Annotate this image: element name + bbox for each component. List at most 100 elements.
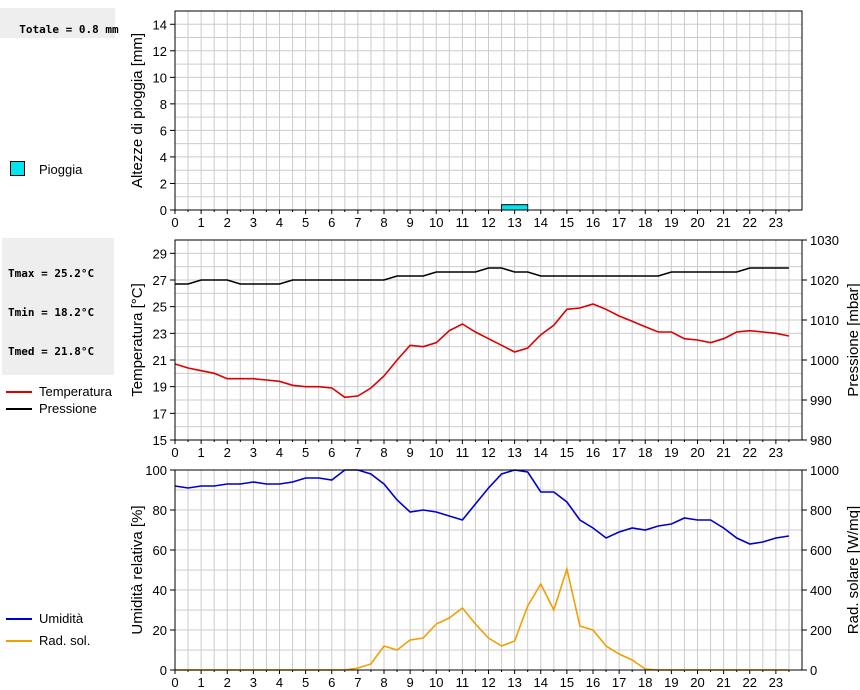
x-tick-label: 15 — [560, 445, 574, 460]
y2-tick-label: 1000 — [810, 353, 839, 368]
y2-tick-label: 990 — [810, 393, 832, 408]
y2-tick-label: 980 — [810, 433, 832, 448]
y-tick-label: 0 — [160, 663, 167, 678]
legend-press-line — [6, 408, 32, 410]
x-tick-label: 2 — [224, 215, 231, 230]
y-tick-label: 0 — [160, 203, 167, 218]
x-tick-label: 12 — [481, 215, 495, 230]
y-tick-label: 21 — [153, 353, 167, 368]
x-tick-label: 4 — [276, 215, 283, 230]
x-tick-label: 19 — [664, 445, 678, 460]
x-tick-label: 14 — [534, 445, 548, 460]
x-tick-label: 3 — [250, 445, 257, 460]
x-tick-label: 18 — [638, 445, 652, 460]
y-axis-title: Umidità relativa [%] — [129, 505, 146, 634]
x-tick-label: 16 — [586, 445, 600, 460]
x-tick-label: 7 — [354, 675, 361, 690]
x-tick-label: 15 — [560, 675, 574, 690]
y2-tick-label: 400 — [810, 583, 832, 598]
x-tick-label: 5 — [302, 445, 309, 460]
temperature-stats-box: Tmax = 25.2°C Tmin = 18.2°C Tmed = 21.8°… — [2, 238, 114, 375]
x-tick-label: 10 — [429, 445, 443, 460]
x-tick-label: 19 — [664, 675, 678, 690]
y-tick-label: 17 — [153, 406, 167, 421]
plot-frame — [174, 469, 803, 671]
x-tick-label: 20 — [690, 675, 704, 690]
x-tick-label: 17 — [612, 215, 626, 230]
y2-axis-title: Pressione [mbar] — [845, 283, 860, 396]
y-tick-label: 15 — [153, 433, 167, 448]
x-tick-label: 20 — [690, 445, 704, 460]
rain-swatch — [10, 161, 25, 176]
y-tick-label: 2 — [160, 176, 167, 191]
y-tick-label: 6 — [160, 123, 167, 138]
legend-hum-label: Umidità — [39, 611, 84, 626]
x-tick-label: 22 — [743, 675, 757, 690]
x-tick-label: 1 — [198, 215, 205, 230]
legend-rad-line — [6, 640, 32, 642]
x-tick-label: 8 — [380, 675, 387, 690]
y-tick-label: 12 — [153, 44, 167, 59]
x-tick-label: 16 — [586, 215, 600, 230]
x-tick-label: 0 — [171, 445, 178, 460]
x-tick-label: 23 — [769, 675, 783, 690]
y2-axis-title: Rad. solare [W/mq] — [845, 506, 860, 634]
x-tick-label: 12 — [481, 445, 495, 460]
x-tick-label: 22 — [743, 445, 757, 460]
x-tick-label: 14 — [534, 215, 548, 230]
x-tick-label: 9 — [407, 445, 414, 460]
y-tick-label: 29 — [153, 246, 167, 261]
y-tick-label: 23 — [153, 326, 167, 341]
x-tick-label: 6 — [328, 215, 335, 230]
x-tick-label: 21 — [716, 445, 730, 460]
x-tick-label: 2 — [224, 445, 231, 460]
x-tick-label: 19 — [664, 215, 678, 230]
y-axis-title: Altezze di pioggia [mm] — [129, 33, 146, 188]
x-tick-label: 15 — [560, 215, 574, 230]
x-tick-label: 20 — [690, 215, 704, 230]
x-tick-label: 9 — [407, 675, 414, 690]
x-tick-label: 6 — [328, 445, 335, 460]
y2-tick-label: 1000 — [810, 463, 839, 478]
x-tick-label: 13 — [507, 675, 521, 690]
y-tick-label: 20 — [153, 623, 167, 638]
rain-total-text: Totale = 0.8 mm — [19, 23, 119, 36]
y-tick-label: 10 — [153, 70, 167, 85]
y-tick-label: 14 — [153, 17, 167, 32]
x-tick-label: 1 — [198, 675, 205, 690]
x-tick-label: 0 — [171, 215, 178, 230]
x-tick-label: 7 — [354, 445, 361, 460]
y-tick-label: 19 — [153, 380, 167, 395]
y-tick-label: 60 — [153, 543, 167, 558]
x-tick-label: 16 — [586, 675, 600, 690]
x-tick-label: 17 — [612, 675, 626, 690]
x-tick-label: 8 — [380, 215, 387, 230]
y2-tick-label: 1020 — [810, 273, 839, 288]
x-tick-label: 13 — [507, 215, 521, 230]
legend-press-label: Pressione — [39, 401, 97, 416]
x-tick-label: 0 — [171, 675, 178, 690]
x-tick-label: 8 — [380, 445, 387, 460]
x-tick-label: 18 — [638, 675, 652, 690]
legend-temp-line — [6, 391, 32, 393]
x-tick-label: 9 — [407, 215, 414, 230]
plot-frame — [174, 10, 803, 211]
x-tick-label: 21 — [716, 675, 730, 690]
legend-hum-line — [6, 618, 32, 620]
x-tick-label: 18 — [638, 215, 652, 230]
x-tick-label: 11 — [456, 675, 470, 690]
y-tick-label: 40 — [153, 583, 167, 598]
x-tick-label: 4 — [276, 675, 283, 690]
x-tick-label: 13 — [507, 445, 521, 460]
x-tick-label: 5 — [302, 675, 309, 690]
rain-total-box: Totale = 0.8 mm — [0, 8, 119, 38]
y-tick-label: 27 — [153, 273, 167, 288]
x-tick-label: 7 — [354, 215, 361, 230]
y2-tick-label: 600 — [810, 543, 832, 558]
x-tick-label: 11 — [456, 215, 470, 230]
x-tick-label: 10 — [429, 675, 443, 690]
x-tick-label: 14 — [534, 675, 548, 690]
tmin-text: Tmin = 18.2°C — [8, 306, 95, 319]
y-tick-label: 100 — [145, 463, 167, 478]
